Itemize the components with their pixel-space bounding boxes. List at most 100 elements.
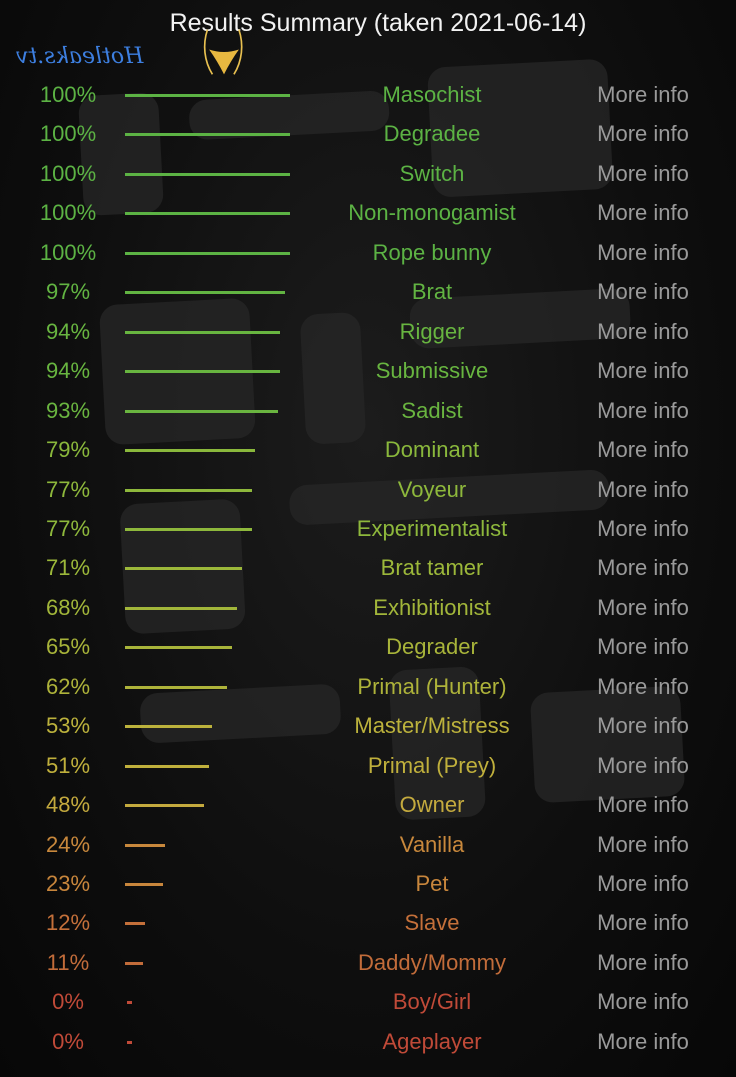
result-bar [125, 449, 256, 453]
result-name: Degradee [383, 121, 481, 147]
more-info-link[interactable]: More info [597, 82, 689, 107]
more-info-link[interactable]: More info [597, 910, 689, 936]
result-name: Dominant [384, 437, 480, 463]
result-percent: 94% [45, 318, 91, 344]
more-info-link[interactable]: More info [597, 792, 689, 818]
result-bar [125, 133, 290, 137]
result-row: 24% Vanilla More info [0, 826, 736, 865]
more-info-link[interactable]: More info [597, 160, 689, 186]
result-row: 12% Slave More info [0, 904, 736, 943]
result-bar [125, 330, 281, 334]
more-info-link[interactable]: More info [597, 555, 689, 581]
result-name: Switch [399, 160, 465, 186]
result-percent: 71% [45, 555, 91, 581]
result-bar [125, 804, 205, 808]
result-bar [125, 94, 290, 97]
result-bar [125, 567, 243, 571]
more-info-link[interactable]: More info [597, 239, 689, 265]
result-percent: 93% [45, 397, 91, 423]
result-row: 77% Voyeur More info [0, 471, 736, 510]
result-percent: 97% [45, 279, 91, 305]
result-row: 48% Owner More info [0, 786, 736, 825]
result-bar [125, 172, 290, 176]
result-name: Primal (Prey) [367, 752, 497, 778]
result-row: 23% Pet More info [0, 865, 736, 904]
result-bar [125, 370, 281, 374]
result-row: 62% Primal (Hunter) More info [0, 668, 736, 707]
more-info-link[interactable]: More info [597, 673, 689, 699]
result-name: Brat tamer [380, 555, 484, 581]
result-bar [125, 685, 228, 689]
more-info-link[interactable]: More info [597, 279, 689, 305]
result-bar [125, 488, 253, 492]
result-row: 51% Primal (Prey) More info [0, 747, 736, 786]
result-percent: 0% [52, 989, 84, 1015]
result-bar [125, 883, 163, 886]
more-info-link[interactable]: More info [597, 989, 689, 1015]
more-info-link[interactable]: More info [597, 200, 689, 226]
result-name: Exhibitionist [373, 594, 491, 620]
result-bar [125, 922, 145, 926]
result-name: Daddy/Mommy [358, 949, 506, 975]
more-info-link[interactable]: More info [597, 476, 689, 502]
result-name: Brat [411, 279, 453, 305]
result-row: 79% Dominant More info [0, 431, 736, 470]
result-bar [125, 725, 213, 729]
result-name: Voyeur [397, 476, 467, 502]
result-name: Non-monogamist [348, 200, 516, 226]
result-row: 77% Experimentalist More info [0, 510, 736, 549]
result-row: 94% Rigger More info [0, 313, 736, 352]
result-row: 100% Degradee More info [0, 115, 736, 154]
result-bar [125, 212, 290, 216]
result-bar [127, 1001, 132, 1005]
more-info-link[interactable]: More info [597, 594, 689, 620]
result-bar [125, 409, 279, 413]
result-bar [125, 961, 144, 965]
result-name: Vanilla [399, 831, 465, 857]
result-percent: 65% [45, 634, 91, 660]
result-percent: 77% [45, 515, 91, 541]
result-percent: 100% [39, 239, 97, 265]
result-name: Primal (Hunter) [357, 673, 507, 699]
result-name: Sadist [401, 397, 463, 423]
result-name: Master/Mistress [354, 713, 510, 739]
result-name: Experimentalist [356, 515, 508, 541]
result-row: 100% Switch More info [0, 155, 736, 194]
result-name: Rigger [399, 318, 465, 344]
result-bar [125, 646, 233, 650]
result-name: Ageplayer [382, 1028, 482, 1054]
more-info-link[interactable]: More info [597, 713, 689, 739]
more-info-link[interactable]: More info [597, 358, 689, 384]
result-percent: 79% [45, 437, 91, 463]
result-name: Rope bunny [372, 239, 492, 265]
more-info-link[interactable]: More info [597, 1028, 689, 1054]
result-row: 100% Non-monogamist More info [0, 194, 736, 233]
watermark-bikini-icon [203, 29, 243, 75]
result-row: 100% Rope bunny More info [0, 234, 736, 273]
result-percent: 94% [45, 358, 91, 384]
more-info-link[interactable]: More info [597, 437, 689, 463]
more-info-link[interactable]: More info [597, 121, 689, 147]
result-row: 0% Boy/Girl More info [0, 983, 736, 1022]
result-row: 97% Brat More info [0, 273, 736, 312]
result-percent: 51% [45, 752, 91, 778]
result-name: Slave [404, 910, 460, 936]
result-percent: 24% [45, 831, 91, 857]
result-bar [125, 291, 286, 295]
result-row: 68% Exhibitionist More info [0, 589, 736, 628]
more-info-link[interactable]: More info [597, 318, 689, 344]
result-bar [125, 527, 253, 531]
result-percent: 100% [39, 82, 97, 107]
more-info-link[interactable]: More info [597, 634, 689, 660]
result-percent: 48% [45, 792, 91, 818]
more-info-link[interactable]: More info [597, 871, 689, 896]
more-info-link[interactable]: More info [597, 949, 689, 975]
result-percent: 62% [45, 673, 91, 699]
more-info-link[interactable]: More info [597, 397, 689, 423]
more-info-link[interactable]: More info [597, 831, 689, 857]
more-info-link[interactable]: More info [597, 515, 689, 541]
result-name: Degrader [386, 634, 478, 660]
result-row: 53% Master/Mistress More info [0, 707, 736, 746]
more-info-link[interactable]: More info [597, 752, 689, 778]
result-bar [125, 606, 238, 610]
